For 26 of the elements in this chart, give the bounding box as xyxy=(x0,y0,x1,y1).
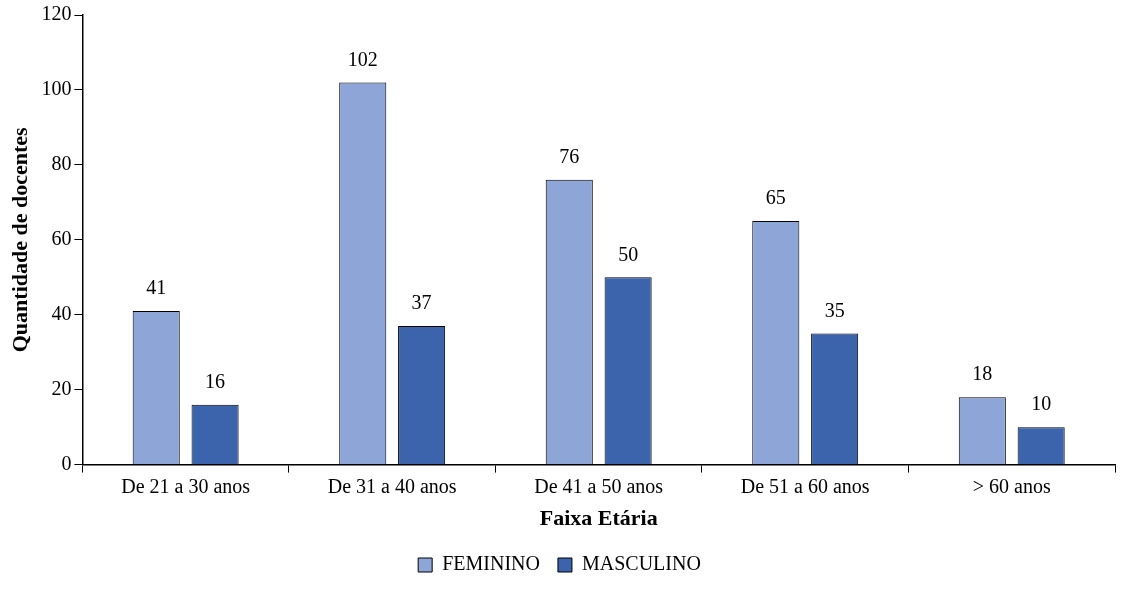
y-tick-label: 120 xyxy=(41,2,72,25)
y-tick-label: 80 xyxy=(51,152,72,175)
legend-label: FEMININO xyxy=(442,552,540,575)
data-label: 35 xyxy=(824,298,845,321)
y-tick-label: 60 xyxy=(51,227,72,250)
y-tick-label: 20 xyxy=(51,376,72,399)
data-label: 16 xyxy=(205,369,226,392)
y-tick-label: 40 xyxy=(51,301,72,324)
x-tick-label: De 51 a 60 anos xyxy=(740,474,870,497)
data-label: 18 xyxy=(972,362,993,385)
x-tick-label: > 60 anos xyxy=(972,474,1051,497)
y-axis-title: Quantidade de docentes xyxy=(6,126,32,353)
x-tick-label: De 21 a 30 anos xyxy=(121,474,251,497)
data-label: 37 xyxy=(411,291,432,314)
data-label: 65 xyxy=(765,186,786,209)
data-label: 10 xyxy=(1031,392,1052,415)
x-axis-title: Faixa Etária xyxy=(539,505,658,531)
y-tick-label: 100 xyxy=(41,77,72,100)
y-tick-label: 0 xyxy=(61,451,72,474)
x-tick-label: De 41 a 50 anos xyxy=(534,474,664,497)
data-label: 102 xyxy=(347,47,378,70)
legend-label: MASCULINO xyxy=(581,552,701,575)
data-label: 41 xyxy=(146,276,167,299)
x-tick-label: De 31 a 40 anos xyxy=(327,474,457,497)
data-label: 50 xyxy=(618,242,639,265)
data-label: 76 xyxy=(559,145,580,168)
